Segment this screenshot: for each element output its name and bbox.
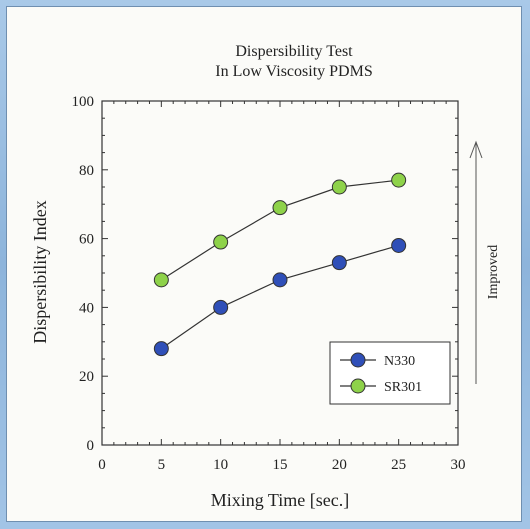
x-tick-label: 15 — [273, 457, 288, 473]
x-axis-label: Mixing Time [sec.] — [211, 490, 350, 510]
series-line-n330 — [160, 244, 399, 350]
x-tick-label: 25 — [391, 457, 406, 473]
data-point-sr301 — [213, 234, 229, 250]
legend: N330 SR301 — [329, 341, 451, 405]
series-points — [153, 172, 407, 357]
x-tick-label: 20 — [332, 457, 347, 473]
data-point-sr301 — [272, 200, 288, 216]
y-tick-label: 20 — [79, 369, 94, 385]
data-point-sr301 — [391, 172, 407, 188]
improved-label: Improved — [486, 245, 501, 299]
chart-title: Dispersibility Test — [235, 43, 353, 60]
improved-arrow-head-icon — [469, 140, 483, 159]
y-axis-label: Dispersibility Index — [30, 200, 50, 343]
x-tick-label: 10 — [213, 457, 228, 473]
series-line-sr301 — [161, 179, 399, 281]
data-point-n330 — [213, 299, 229, 315]
data-point-n330 — [272, 272, 288, 288]
data-point-sr301 — [153, 272, 169, 288]
legend-label-n330: N330 — [384, 354, 415, 369]
legend-marker-sr301 — [350, 378, 366, 394]
improved-annotation: Improved — [469, 140, 501, 384]
y-tick-label: 80 — [79, 163, 94, 179]
data-point-n330 — [391, 237, 407, 253]
x-tick-label: 5 — [158, 457, 166, 473]
legend-box — [329, 341, 451, 405]
y-tick-label: 40 — [79, 300, 94, 316]
chart-subtitle: In Low Viscosity PDMS — [215, 63, 372, 80]
y-tick-label: 100 — [72, 94, 95, 110]
data-point-n330 — [331, 255, 347, 271]
chart-panel — [6, 6, 522, 522]
legend-label-sr301: SR301 — [384, 380, 422, 395]
data-point-n330 — [153, 341, 169, 357]
legend-marker-n330 — [350, 352, 366, 368]
y-tick-label: 60 — [79, 232, 94, 248]
data-point-sr301 — [331, 179, 347, 195]
x-tick-label: 30 — [451, 457, 466, 473]
y-tick-label: 0 — [87, 438, 95, 454]
x-tick-label: 0 — [98, 457, 106, 473]
axis-ticks: 0 5 10 15 20 25 30 0 20 40 60 80 100 — [72, 94, 466, 473]
